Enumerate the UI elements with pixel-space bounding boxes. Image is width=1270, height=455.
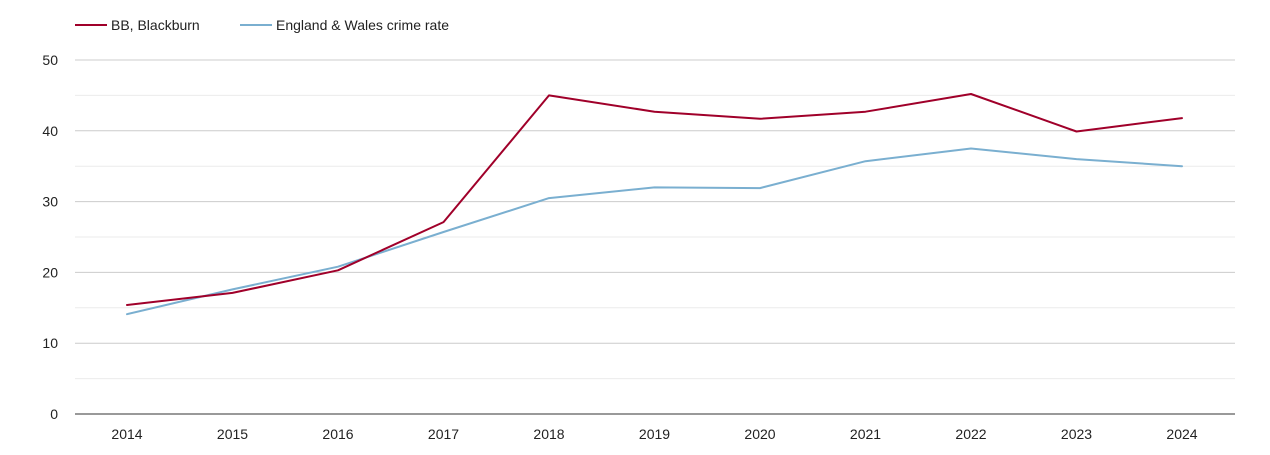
x-tick-label: 2016: [322, 426, 353, 442]
series-line: [126, 147, 1183, 316]
legend-label: England & Wales crime rate: [276, 17, 449, 33]
y-tick-label: 0: [50, 406, 58, 422]
x-tick-label: 2023: [1061, 426, 1092, 442]
x-tick-label: 2019: [639, 426, 670, 442]
y-tick-label: 10: [42, 335, 58, 351]
x-tick-label: 2022: [955, 426, 986, 442]
x-tick-label: 2024: [1166, 426, 1197, 442]
x-tick-label: 2018: [533, 426, 564, 442]
legend-label: BB, Blackburn: [111, 17, 200, 33]
gridlines: [75, 59, 1235, 380]
legend: BB, Blackburn England & Wales crime rate: [75, 17, 449, 33]
x-tick-label: 2020: [744, 426, 775, 442]
x-tick-label: 2017: [428, 426, 459, 442]
y-tick-label: 30: [42, 194, 58, 210]
y-tick-label: 40: [42, 123, 58, 139]
y-tick-label: 50: [42, 52, 58, 68]
series-lines: [126, 93, 1183, 316]
x-tick-label: 2014: [111, 426, 142, 442]
x-tick-label: 2015: [217, 426, 248, 442]
x-tick-label: 2021: [850, 426, 881, 442]
series-line: [126, 93, 1183, 306]
axes: 0 10 20 30 40 50 2014 2015 2016 2017 2018 2019 2020 2…: [42, 52, 1235, 442]
y-tick-label: 20: [42, 264, 58, 280]
